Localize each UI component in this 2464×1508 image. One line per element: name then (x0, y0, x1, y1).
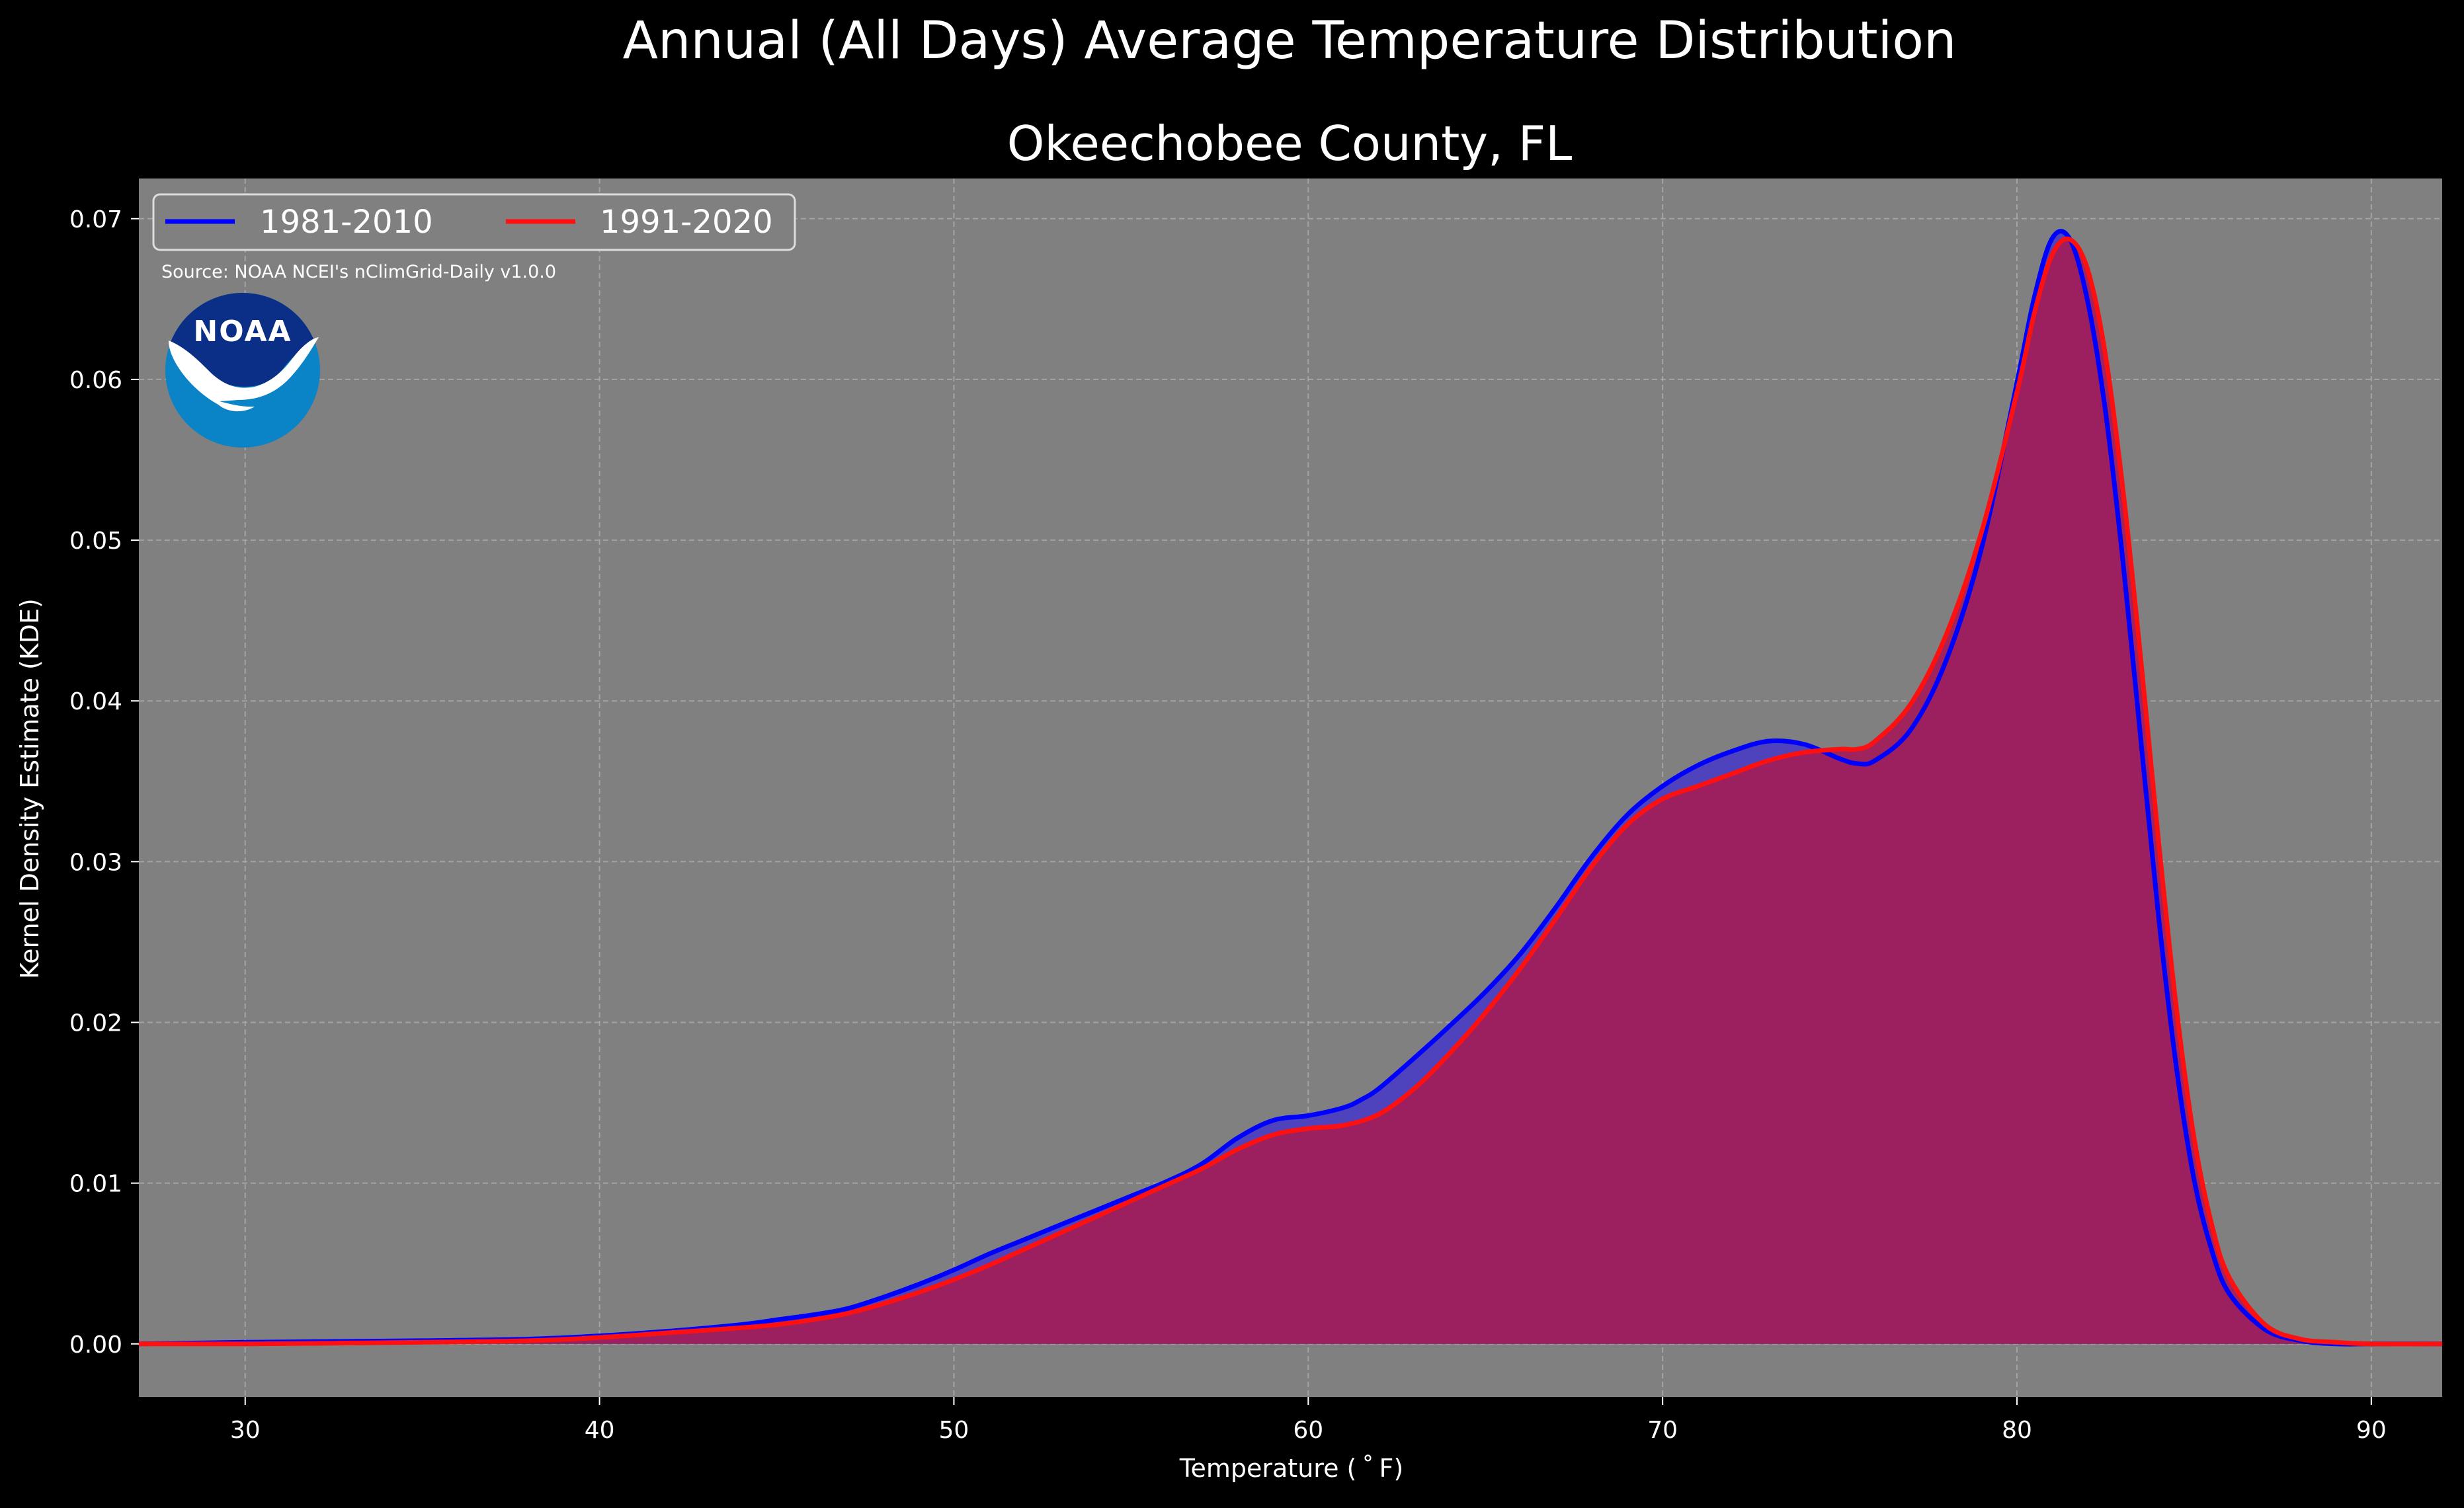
x-tick-label: 40 (585, 1417, 615, 1444)
legend: 1981-2010 1991-2020 (152, 193, 796, 251)
axis-ticks: 30 40 50 60 70 80 90 0.00 0.01 0.02 0.03 0.04 0.05 0.… (69, 206, 2387, 1444)
area-1991-2020 (139, 239, 2442, 1344)
noaa-logo-gull (169, 337, 319, 412)
x-tick-label: 50 (939, 1417, 969, 1444)
line-1981-2010 (138, 229, 2442, 1347)
noaa-logo: NOAA (165, 293, 320, 448)
x-tick-label: 80 (2002, 1417, 2032, 1444)
x-tick-label: 70 (1647, 1417, 1678, 1444)
y-tick-label: 0.06 (69, 367, 122, 394)
chart-suptitle: Annual (All Days) Average Temperature Di… (623, 11, 1957, 71)
y-tick-label: 0.04 (69, 688, 122, 715)
x-tick-label: 60 (1293, 1417, 1323, 1444)
legend-box (152, 193, 796, 251)
legend-label-1981-2010: 1981-2010 (260, 204, 433, 241)
source-note: Source: NOAA NCEI's nClimGrid-Daily v1.0… (161, 262, 556, 282)
x-tick-label: 30 (230, 1417, 261, 1444)
chart-title: Okeechobee County, FL (1007, 116, 1573, 171)
y-tick-label: 0.03 (69, 849, 122, 876)
x-tick-label: 90 (2356, 1417, 2387, 1444)
y-tick-label: 0.01 (69, 1171, 122, 1198)
x-axis-label: Temperature ( ˚ F) (1179, 1454, 1403, 1483)
y-tick-label: 0.05 (69, 528, 122, 555)
density-lines (138, 229, 2443, 1347)
legend-label-1991-2020: 1991-2020 (600, 204, 773, 241)
density-fills (139, 231, 2442, 1345)
y-tick-label: 0.07 (69, 206, 122, 233)
y-axis-label: Kernel Density Estimate (KDE) (15, 598, 44, 979)
noaa-logo-sky (165, 293, 320, 387)
y-tick-label: 0.00 (69, 1331, 122, 1359)
line-1991-2020 (138, 236, 2443, 1347)
noaa-logo-text: NOAA (193, 315, 292, 348)
y-tick-label: 0.02 (69, 1010, 122, 1037)
